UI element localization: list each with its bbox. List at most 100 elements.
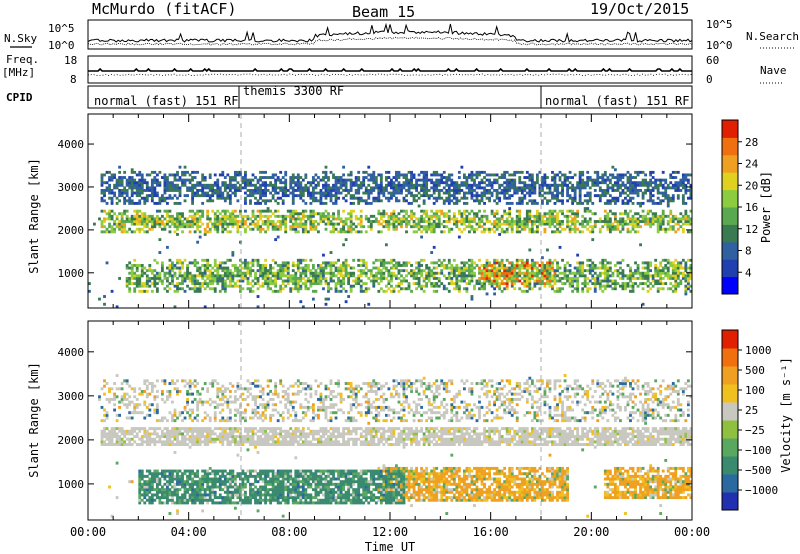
power-cell	[191, 183, 194, 187]
power-cell	[515, 209, 519, 213]
power-cell	[193, 186, 197, 190]
power-cell	[528, 287, 532, 291]
power-cell	[311, 196, 315, 200]
power-cell	[191, 176, 194, 179]
power-cell	[659, 214, 663, 218]
power-cell	[445, 176, 449, 179]
power-cell	[676, 196, 680, 200]
power-cell	[191, 209, 194, 213]
power-cell	[470, 269, 474, 273]
power-cell	[317, 191, 320, 195]
power-cell	[407, 189, 411, 192]
power-cell	[103, 194, 106, 198]
noise-right-tick-top: 10^5	[706, 18, 733, 31]
power-cell	[475, 212, 479, 216]
power-cell	[634, 189, 637, 192]
power-cell	[601, 271, 605, 275]
power-cell	[173, 217, 177, 221]
power-cell	[530, 189, 534, 192]
power-cell	[208, 196, 212, 200]
power-cell	[578, 191, 582, 195]
power-cell	[515, 220, 519, 223]
power-cell	[392, 189, 396, 192]
power-cell	[405, 183, 408, 187]
power-cell	[183, 271, 187, 275]
power-cell	[596, 266, 600, 270]
power-cell	[621, 276, 625, 280]
power-cell	[676, 183, 680, 187]
power-cell	[686, 266, 690, 270]
power-cell	[661, 209, 665, 213]
power-cell	[329, 276, 333, 280]
power-cell	[327, 222, 330, 226]
power-cell	[259, 217, 262, 221]
power-cell	[145, 230, 149, 234]
power-cell	[601, 284, 605, 288]
power-cell	[317, 271, 320, 275]
power-cell	[470, 276, 474, 280]
power-cell	[130, 178, 134, 182]
freq-right-tick-top: 60	[706, 54, 719, 67]
power-cell	[327, 264, 330, 267]
power-cell	[208, 183, 212, 187]
power-cell	[470, 227, 474, 231]
power-cell	[473, 194, 476, 198]
power-cell	[256, 264, 260, 267]
power-cell	[289, 214, 293, 218]
power-cell	[649, 274, 653, 278]
power-cell	[427, 217, 431, 221]
power-cell	[251, 214, 255, 218]
power-cell	[465, 181, 469, 185]
power-cell	[236, 225, 240, 229]
power-cell	[254, 274, 257, 278]
power-cell	[679, 279, 683, 283]
power-cell	[553, 176, 557, 179]
power-cell	[135, 222, 139, 226]
power-cell	[495, 271, 499, 275]
power-cell	[274, 274, 278, 278]
power-cell	[420, 235, 424, 239]
power-cell	[296, 222, 300, 226]
power-cell	[150, 271, 154, 275]
power-cell	[427, 269, 431, 273]
power-cell	[198, 282, 202, 286]
power-cell	[369, 271, 373, 275]
power-cell	[145, 289, 149, 293]
power-cell	[213, 274, 217, 278]
power-cell	[286, 276, 290, 280]
power-cell	[372, 199, 376, 203]
power-cell	[203, 258, 207, 262]
power-cell	[181, 230, 184, 234]
power-cell	[276, 227, 280, 231]
power-cell	[226, 186, 230, 190]
velocity-cell	[123, 432, 127, 436]
power-cell	[296, 186, 300, 190]
power-cell	[395, 173, 398, 177]
power-cell	[646, 289, 650, 293]
power-cell	[344, 258, 348, 262]
power-cell	[422, 176, 426, 179]
power-cell	[362, 258, 366, 262]
power-cell	[561, 227, 564, 231]
power-cell	[173, 266, 177, 270]
power-cell	[493, 222, 496, 226]
power-cell	[158, 222, 162, 226]
power-cell	[387, 214, 391, 218]
power-cell	[397, 170, 401, 174]
power-cell	[246, 261, 250, 265]
power-cell	[337, 196, 340, 200]
power-cell	[155, 274, 159, 278]
power-cell	[354, 282, 358, 286]
power-cell	[676, 276, 680, 280]
velocity-cell	[115, 395, 119, 399]
power-cell	[601, 266, 605, 270]
power-cell	[332, 173, 335, 177]
power-cell	[674, 222, 678, 226]
power-cell	[676, 181, 680, 185]
power-cell	[294, 282, 298, 286]
mhz-label: [MHz]	[2, 66, 35, 79]
power-cell	[402, 186, 406, 190]
power-cell	[244, 178, 247, 182]
power-cell	[636, 222, 640, 226]
